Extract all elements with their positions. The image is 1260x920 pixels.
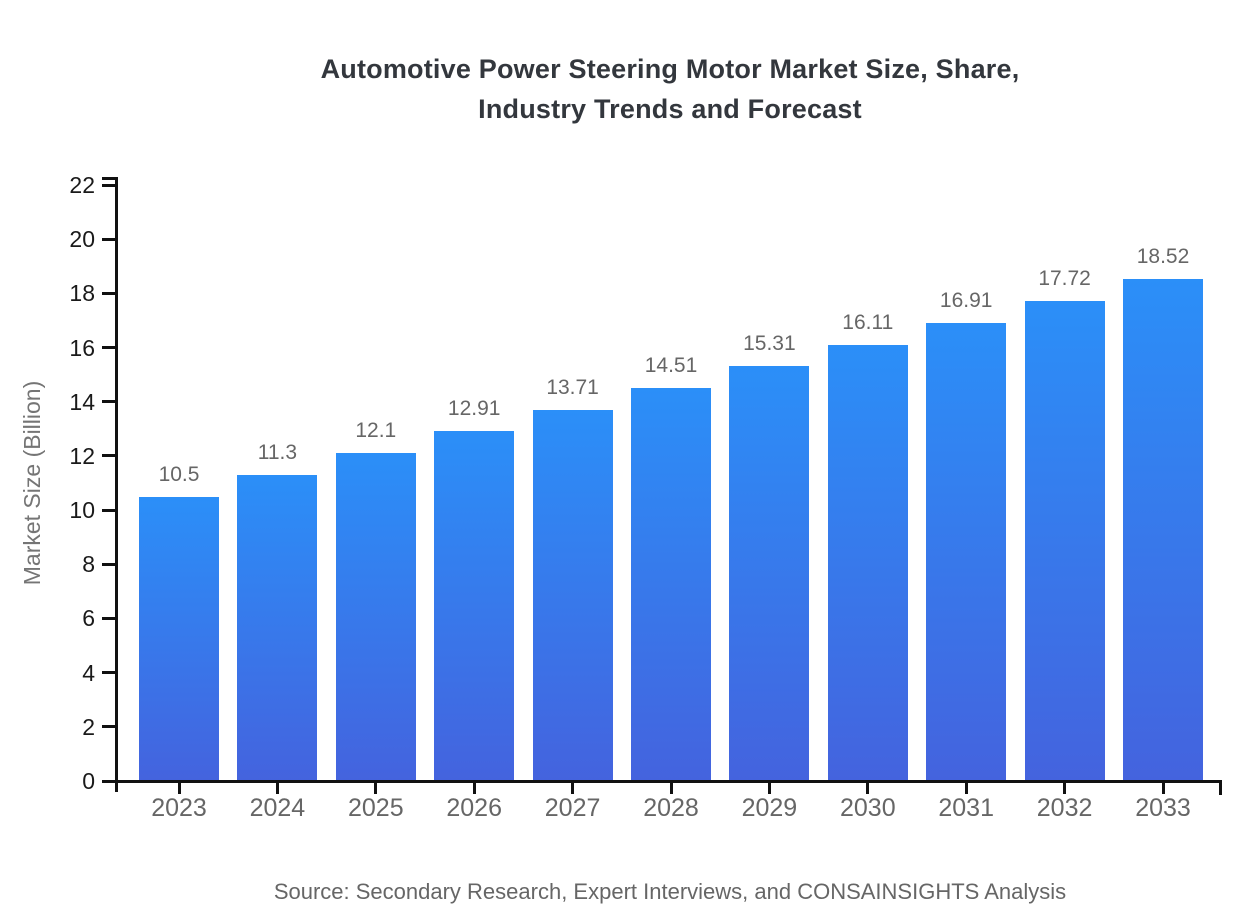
bar-value-label: 15.31 — [743, 332, 796, 356]
bar-value-label: 12.1 — [355, 419, 397, 443]
x-tick — [275, 781, 279, 794]
bar-2029 — [729, 366, 810, 781]
y-tick — [102, 616, 118, 620]
bar-value-label: 11.3 — [257, 440, 298, 464]
y-tick-label: 18 — [69, 280, 95, 307]
bar-value-label: 10.5 — [158, 462, 200, 486]
x-tick — [767, 781, 771, 794]
y-tick-label: 12 — [69, 442, 95, 469]
bar-value-label: 16.91 — [939, 288, 993, 312]
bar-2025 — [335, 453, 416, 781]
y-tick-label: 14 — [69, 388, 95, 415]
x-tick-label: 2026 — [446, 794, 502, 822]
y-tick-label: 6 — [82, 605, 95, 632]
x-tick — [1063, 781, 1067, 794]
y-tick — [102, 725, 118, 729]
y-tick — [102, 562, 118, 566]
chart-title: Automotive Power Steering Motor Market S… — [78, 49, 1260, 129]
x-tick — [964, 781, 968, 794]
y-tick — [102, 183, 118, 187]
bar-2030 — [827, 344, 908, 781]
y-tick-label: 22 — [69, 172, 95, 198]
bar-2024 — [237, 474, 318, 781]
x-tick-label: 2031 — [938, 794, 994, 822]
x-tick — [1161, 781, 1165, 794]
x-tick — [472, 781, 476, 794]
x-tick-label: 2033 — [1135, 794, 1191, 822]
x-axis-end-cap — [1219, 781, 1222, 795]
x-tick — [571, 781, 575, 794]
bar-value-label: 12.91 — [447, 397, 501, 421]
y-axis-line — [115, 177, 118, 792]
x-tick-label: 2023 — [151, 794, 207, 822]
x-tick-label: 2030 — [839, 794, 896, 822]
y-tick-label: 10 — [69, 497, 95, 524]
y-tick — [102, 291, 118, 295]
y-tick-label: 0 — [82, 768, 95, 794]
y-axis-title: Market Size (Billion) — [19, 380, 45, 586]
source-text: Source: Secondary Research, Expert Inter… — [273, 879, 1067, 904]
x-tick-label: 2032 — [1036, 794, 1093, 822]
chart-title-line2: Industry Trends and Forecast — [478, 94, 862, 124]
y-tick — [102, 400, 118, 404]
bar-2027 — [532, 409, 613, 781]
bar-2023 — [139, 496, 219, 781]
x-tick — [177, 781, 181, 794]
x-tick-label: 2028 — [643, 794, 699, 822]
y-tick — [102, 346, 118, 350]
x-tick — [669, 781, 673, 794]
y-tick — [102, 454, 118, 458]
x-tick-label: 2029 — [741, 794, 798, 822]
y-tick-label: 4 — [82, 659, 95, 686]
bar-value-label: 16.11 — [842, 310, 894, 334]
y-tick — [102, 671, 118, 675]
bar-value-label: 14.51 — [644, 353, 698, 377]
x-tick-label: 2027 — [544, 794, 601, 822]
x-axis-line — [108, 780, 1222, 783]
bar-2033 — [1123, 279, 1203, 781]
bar-value-label: 13.71 — [546, 375, 599, 399]
x-tick-label: 2024 — [249, 794, 306, 822]
bar-value-label: 18.52 — [1136, 245, 1190, 269]
x-tick-label: 2025 — [347, 794, 404, 822]
bar-2031 — [926, 322, 1007, 781]
bar-2028 — [631, 387, 711, 781]
y-tick-label: 8 — [82, 551, 95, 578]
bar-2026 — [434, 431, 515, 781]
x-tick — [866, 781, 870, 794]
bar-value-label: 17.72 — [1038, 266, 1091, 290]
bar-2032 — [1024, 300, 1105, 781]
y-tick-label: 16 — [69, 334, 95, 361]
chart-title-line1: Automotive Power Steering Motor Market S… — [320, 54, 1020, 84]
y-tick — [102, 237, 118, 241]
x-tick — [374, 781, 378, 794]
y-tick-label: 2 — [82, 713, 95, 740]
y-axis-end-cap — [102, 177, 118, 180]
y-tick-label: 20 — [69, 226, 95, 253]
y-tick — [102, 508, 118, 512]
